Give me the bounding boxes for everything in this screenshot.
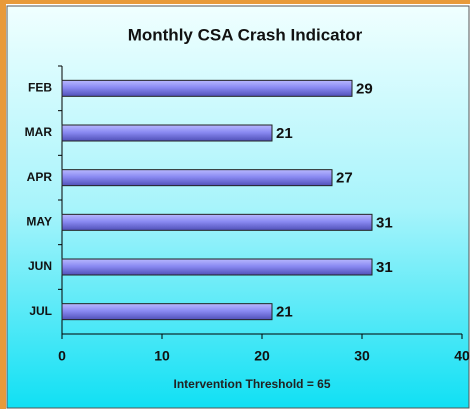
x-tick-label: 10 (154, 348, 170, 364)
value-label: 29 (356, 80, 373, 97)
y-tick-label: FEB (28, 81, 52, 95)
frame-accent (0, 0, 6, 409)
frame-accent-top (0, 0, 470, 4)
bar (61, 79, 353, 97)
y-tick-label: JUN (28, 259, 52, 273)
y-tick-label: MAR (25, 125, 53, 139)
bar (61, 213, 373, 231)
x-axis-label: Intervention Threshold = 65 (173, 377, 330, 391)
y-tick-label: APR (27, 170, 53, 184)
value-label: 27 (336, 170, 353, 187)
y-tick-label: JUL (29, 304, 52, 318)
x-tick-label: 40 (454, 348, 470, 364)
value-label: 21 (276, 125, 293, 142)
bar (61, 303, 273, 321)
bar (61, 124, 273, 142)
value-label: 31 (376, 259, 393, 276)
value-label: 21 (276, 304, 293, 321)
value-label: 31 (376, 214, 393, 231)
x-tick-label: 20 (254, 348, 270, 364)
chart-title: Monthly CSA Crash Indicator (128, 25, 363, 44)
bar (61, 169, 333, 187)
x-tick-label: 30 (354, 348, 370, 364)
bar (61, 258, 373, 276)
plot-background (6, 5, 470, 409)
y-tick-label: MAY (26, 215, 52, 229)
x-tick-label: 0 (58, 348, 66, 364)
